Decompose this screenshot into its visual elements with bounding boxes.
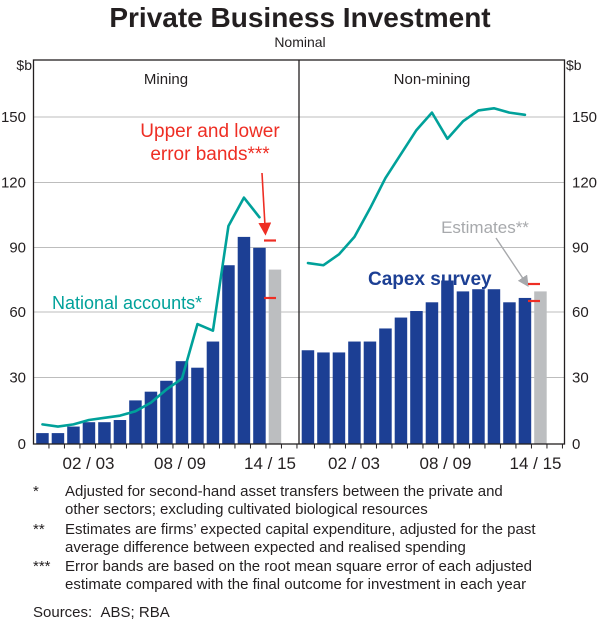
svg-text:60: 60 bbox=[9, 304, 26, 321]
svg-text:Upper and lower: Upper and lower bbox=[140, 121, 280, 142]
svg-text:150: 150 bbox=[1, 109, 26, 126]
svg-text:Non-mining: Non-mining bbox=[394, 71, 471, 88]
svg-text:National accounts*: National accounts* bbox=[52, 293, 202, 313]
svg-text:$b: $b bbox=[16, 57, 32, 73]
svg-text:02 / 03: 02 / 03 bbox=[328, 454, 380, 473]
svg-text:90: 90 bbox=[9, 240, 26, 257]
svg-text:Mining: Mining bbox=[144, 71, 188, 88]
svg-text:Estimates**: Estimates** bbox=[441, 218, 529, 237]
svg-text:08 / 09: 08 / 09 bbox=[154, 454, 206, 473]
svg-text:0: 0 bbox=[572, 436, 580, 453]
svg-text:14 / 15: 14 / 15 bbox=[244, 454, 296, 473]
svg-text:30: 30 bbox=[9, 370, 26, 387]
svg-text:error bands***: error bands*** bbox=[150, 144, 270, 165]
svg-text:150: 150 bbox=[572, 109, 597, 126]
svg-text:120: 120 bbox=[1, 175, 26, 192]
svg-text:02 / 03: 02 / 03 bbox=[63, 454, 115, 473]
svg-text:0: 0 bbox=[18, 436, 26, 453]
svg-text:30: 30 bbox=[572, 370, 589, 387]
svg-text:$b: $b bbox=[566, 57, 582, 73]
svg-text:Capex survey: Capex survey bbox=[368, 269, 492, 290]
svg-text:14 / 15: 14 / 15 bbox=[510, 454, 562, 473]
svg-text:90: 90 bbox=[572, 240, 589, 257]
svg-text:120: 120 bbox=[572, 175, 597, 192]
svg-text:08 / 09: 08 / 09 bbox=[420, 454, 472, 473]
svg-text:60: 60 bbox=[572, 304, 589, 321]
